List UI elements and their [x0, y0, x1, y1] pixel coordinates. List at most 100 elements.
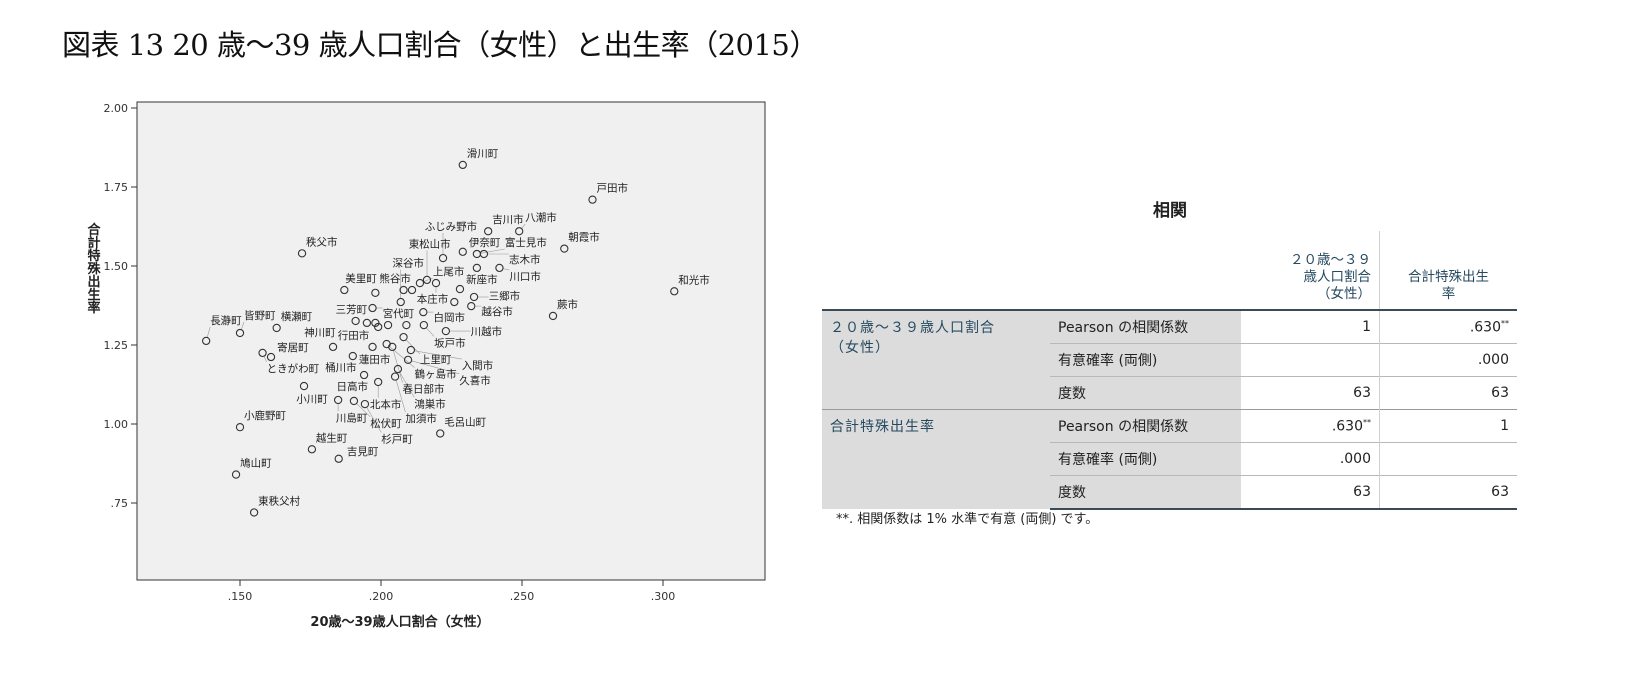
value-text: .630	[1469, 319, 1501, 336]
table-header-row: ２０歳～３９ 歳人口割合 （女性） 合計特殊出生 率	[822, 231, 1517, 311]
stat-value: .630**	[1379, 309, 1517, 344]
data-point	[272, 323, 281, 333]
point-label: 神川町	[304, 326, 336, 339]
point-label: 久喜市	[459, 374, 491, 387]
row-group-label: ２０歳～３９歳人口割合 （女性）	[822, 309, 1050, 410]
data-point	[374, 322, 383, 332]
point-label: 加須市	[405, 412, 437, 425]
point-label: 川越市	[471, 325, 503, 338]
point-label: 川口市	[509, 270, 541, 283]
data-point	[560, 244, 569, 253]
value-text: 63	[1491, 385, 1509, 401]
data-point	[588, 195, 597, 204]
point-label: 朝霞市	[568, 231, 600, 244]
table-footnote: **. 相関係数は 1% 水準で有意 (両側) です。	[836, 512, 1099, 527]
table-row: 度数 63 63	[822, 475, 1517, 510]
data-point	[360, 399, 370, 409]
data-point	[359, 370, 369, 380]
header-fertility-rate: 合計特殊出生 率	[1379, 231, 1517, 311]
stat-value	[1241, 343, 1380, 377]
data-point	[351, 316, 360, 326]
data-point	[368, 342, 377, 352]
point-label: 上尾市	[433, 265, 465, 278]
stat-value: 63	[1241, 376, 1380, 410]
stat-value: .000	[1241, 442, 1380, 476]
data-point	[407, 285, 417, 295]
data-point	[371, 318, 380, 328]
data-point	[455, 284, 465, 294]
y-tick-label: 1.50	[104, 260, 129, 273]
value-text: .000	[1477, 352, 1509, 368]
stat-value: 1	[1241, 309, 1380, 344]
point-label: ときがわ町	[267, 362, 320, 375]
correlation-table: ２０歳～３９ 歳人口割合 （女性） 合計特殊出生 率 ２０歳～３９歳人口割合 （…	[822, 231, 1517, 510]
point-label: 東松山市	[409, 238, 451, 251]
data-point	[419, 307, 428, 317]
row-group-label: 合計特殊出生率	[822, 409, 1050, 509]
point-label: 三郷市	[489, 290, 521, 303]
data-point	[307, 445, 317, 454]
point-label: 寄居町	[277, 341, 309, 354]
data-point	[450, 297, 459, 307]
data-point	[383, 320, 393, 330]
y-tick-label: .75	[111, 497, 129, 510]
table-row: ２０歳～３９歳人口割合 （女性） Pearson の相関係数 1 .630**	[822, 309, 1517, 410]
data-point	[334, 454, 343, 463]
point-label: 戸田市	[597, 182, 629, 195]
data-point	[472, 263, 482, 273]
x-axis: .150 .200 .250 .300	[228, 580, 675, 603]
scatter-chart: .150 .200 .250 .300 2.00 1.75 1.50 1.25 1.00 .75…	[85, 101, 766, 630]
point-label: 毛呂山町	[444, 417, 486, 429]
data-point	[235, 328, 245, 338]
data-point	[670, 287, 679, 296]
value-text: .630	[1331, 418, 1363, 435]
data-point	[419, 320, 429, 330]
point-label: 東秩父村	[258, 495, 300, 508]
point-label: 上里町	[420, 354, 452, 366]
data-point	[235, 423, 245, 432]
label-leader-line	[426, 327, 435, 337]
stat-label: 度数	[1050, 475, 1241, 510]
data-point	[495, 263, 504, 273]
label-leader-line	[503, 268, 510, 271]
point-label: 越谷市	[481, 305, 513, 318]
significance-mark: **	[1363, 417, 1371, 427]
data-point	[436, 429, 445, 438]
data-point	[249, 508, 259, 517]
table-row: 有意確率 (両側) .000	[822, 442, 1517, 476]
data-point	[484, 227, 493, 236]
y-axis-title: 合計特殊出生率	[85, 222, 101, 315]
point-label: 松伏町	[370, 417, 402, 430]
data-point	[297, 249, 307, 258]
value-text: 63	[1353, 385, 1371, 401]
point-label: 日高市	[337, 380, 369, 393]
data-point	[458, 160, 467, 170]
page-title: 図表 13 20 歳～39 歳人口割合（女性）と出生率（2015）	[62, 28, 818, 62]
data-point	[458, 247, 467, 256]
point-label: 鶴ヶ島市	[415, 368, 457, 381]
point-label: 白岡市	[434, 311, 466, 324]
label-leader-line	[207, 326, 211, 338]
data-point	[467, 301, 476, 311]
y-tick-label: 1.25	[104, 339, 129, 352]
label-leader-line	[521, 223, 526, 229]
stat-value: 63	[1241, 475, 1380, 510]
stat-value: 63	[1379, 376, 1517, 410]
label-leader-line	[411, 360, 460, 375]
data-point	[348, 351, 357, 361]
data-point	[390, 372, 400, 381]
stat-value: 63	[1379, 475, 1517, 510]
plot-area	[136, 101, 766, 581]
point-label: 川島町	[336, 411, 368, 424]
label-leader-line	[423, 277, 434, 282]
y-axis: 2.00 1.75 1.50 1.25 1.00 .75	[104, 102, 137, 510]
point-label: 入間市	[462, 359, 494, 372]
point-label: 長瀞町	[210, 314, 242, 327]
y-tick-label: 1.75	[104, 181, 129, 194]
stat-label: Pearson の相関係数	[1050, 309, 1241, 344]
point-label: 越生町	[316, 431, 348, 444]
x-tick-label: .150	[228, 590, 253, 603]
data-point	[422, 275, 432, 285]
point-label: 秩父市	[306, 235, 338, 248]
